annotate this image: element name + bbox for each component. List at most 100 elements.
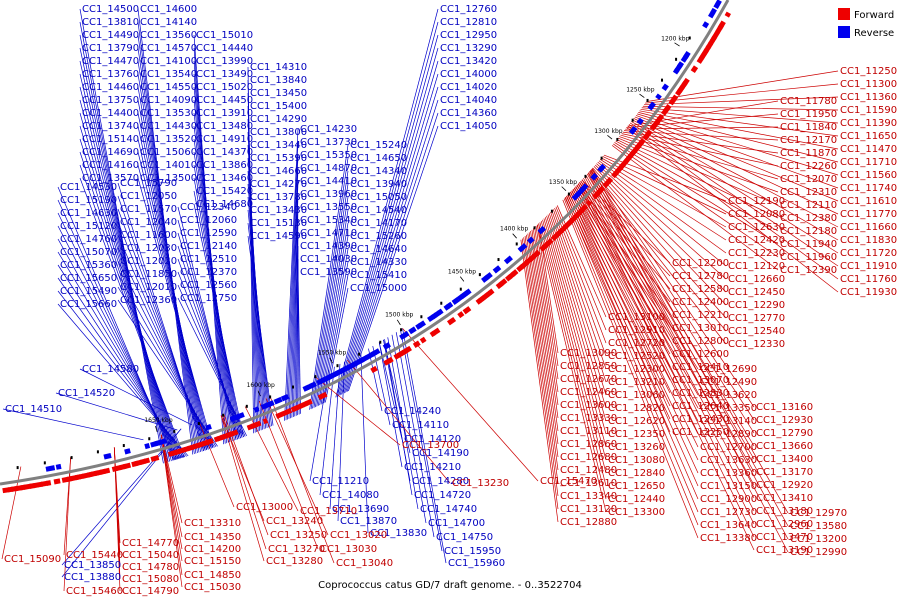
label-connector [552, 209, 607, 357]
gene-label: CC1_14650 [350, 153, 407, 164]
forward-gene-feature [663, 104, 672, 113]
gene-label: CC1_15080 [122, 574, 179, 585]
label-connector [520, 239, 559, 523]
reverse-gene-feature [492, 265, 502, 274]
label-connector [117, 208, 208, 451]
label-connector [626, 127, 839, 293]
gene-label: CC1_13060 [608, 390, 665, 401]
genome-caption: Coprococcus catus GD/7 draft genome. - 0… [318, 580, 582, 591]
label-connector [579, 182, 755, 538]
gene-label: CC1_13800 [250, 127, 307, 138]
gene-label: CC1_12060 [180, 215, 237, 226]
label-connector [137, 164, 212, 449]
forward-gene-feature [370, 365, 378, 374]
forward-gene-feature [387, 356, 394, 364]
gene-label: CC1_13030 [320, 544, 377, 555]
label-connector [568, 192, 699, 474]
gene-label: CC1_14710 [300, 228, 357, 239]
label-connector [160, 434, 183, 588]
gene-label: CC1_12460 [560, 387, 617, 398]
gene-label: CC1_14160 [82, 160, 139, 171]
label-connector [578, 183, 699, 383]
kbp-tick-label: 1550 kbp [318, 349, 346, 356]
feature-marker [400, 328, 403, 332]
label-connector [536, 224, 607, 513]
label-connector [617, 137, 779, 206]
label-connector [593, 166, 727, 306]
feature-marker [245, 404, 248, 408]
label-connector [628, 124, 839, 267]
gene-label: CC1_15340 [300, 215, 357, 226]
label-connector [137, 112, 206, 451]
gene-label: CC1_15140 [82, 134, 139, 145]
label-connector [292, 206, 299, 418]
feature-marker [16, 466, 19, 470]
label-connector [117, 182, 204, 452]
gene-label: CC1_11930 [840, 287, 897, 298]
gene-label: CC1_14440 [196, 43, 253, 54]
label-connector [544, 217, 607, 435]
gene-label: CC1_13630 [700, 455, 757, 466]
gene-label: CC1_11950 [780, 109, 837, 120]
forward-gene-feature [606, 176, 614, 184]
gene-label: CC1_12300 [608, 364, 665, 375]
forward-gene-feature [585, 199, 593, 207]
label-connector [614, 142, 779, 245]
label-connector [402, 328, 447, 564]
reverse-gene-feature [571, 191, 581, 201]
label-connector [284, 128, 299, 421]
gene-label: CC1_15410 [350, 270, 407, 281]
gene-label: CC1_12690 [700, 364, 757, 375]
forward-gene-feature [498, 278, 508, 287]
gene-label: CC1_14680 [196, 199, 253, 210]
reverse-gene-feature [144, 443, 151, 450]
label-connector [580, 180, 755, 525]
kbp-tick-label: 1500 kbp [385, 311, 413, 318]
gene-label: CC1_15090 [4, 554, 61, 565]
reverse-gene-feature [309, 381, 317, 389]
gene-label: CC1_12800 [672, 336, 729, 347]
gene-label: CC1_15470 [540, 476, 597, 487]
label-connector [79, 86, 174, 461]
gene-label: CC1_11720 [840, 248, 897, 259]
gene-label: CC1_12230 [728, 248, 785, 259]
gene-label: CC1_12860 [560, 439, 617, 450]
label-connector [314, 376, 401, 446]
label-connector [521, 238, 559, 510]
reverse-gene-feature [677, 61, 685, 69]
label-connector [538, 223, 559, 354]
gene-label: CC1_12520 [608, 351, 665, 362]
gene-label: CC1_13230 [452, 478, 509, 489]
gene-label: CC1_12970 [790, 508, 847, 519]
label-connector [360, 352, 369, 534]
label-connector [247, 235, 274, 426]
gene-label: CC1_13400 [756, 454, 813, 465]
gene-label: CC1_14080 [322, 490, 379, 501]
forward-gene-feature [543, 238, 554, 248]
reverse-gene-feature [158, 438, 167, 446]
gene-label: CC1_14350 [184, 532, 241, 543]
label-connector [400, 329, 443, 552]
gene-label: CC1_14690 [82, 147, 139, 158]
gene-label: CC1_12020 [120, 256, 177, 267]
gene-label: CC1_13140 [700, 416, 757, 427]
gene-label: CC1_14210 [404, 462, 461, 473]
gene-label: CC1_12930 [756, 415, 813, 426]
gene-label: CC1_15190 [60, 195, 117, 206]
gene-label: CC1_12350 [608, 429, 665, 440]
forward-gene-feature [150, 455, 160, 462]
reverse-gene-feature [628, 125, 638, 135]
gene-label: CC1_12420 [728, 235, 785, 246]
gene-label: CC1_12850 [560, 361, 617, 372]
gene-label: CC1_13190 [756, 545, 813, 556]
gene-label: CC1_13420 [440, 56, 497, 67]
label-connector [378, 342, 403, 468]
label-connector [316, 209, 349, 407]
gene-label: CC1_12780 [672, 271, 729, 282]
gene-label: CC1_15010 [196, 30, 253, 41]
gene-label: CC1_14870 [300, 163, 357, 174]
gene-label: CC1_14290 [250, 114, 307, 125]
gene-label: CC1_14360 [440, 108, 497, 119]
gene-label: CC1_13340 [560, 491, 617, 502]
